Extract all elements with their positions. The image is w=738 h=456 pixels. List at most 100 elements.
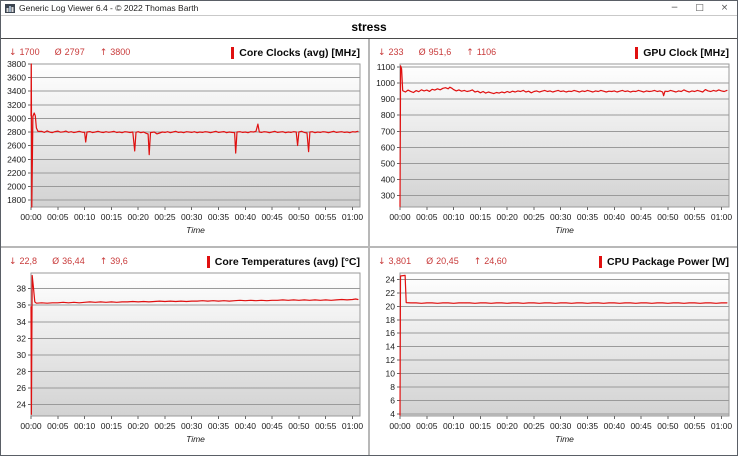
max-arrow-icon: ↑ — [473, 257, 482, 267]
svg-text:00:50: 00:50 — [657, 421, 679, 431]
svg-text:01:00: 01:00 — [342, 212, 364, 222]
stat-min: ↓ 1700 — [9, 47, 40, 58]
chart-header: ↓ 1700 Ø 2797 ↑ 3800 Core Clocks (avg) [MHz… — [1, 39, 368, 61]
svg-text:2600: 2600 — [7, 141, 26, 151]
stat-avg: Ø 951,6 — [418, 47, 452, 58]
plot-area-cpu-package-power[interactable]: 4 6 8 10 12 14 16 18 20 22 24 00:00 00:05 00:10 00:15 0… — [370, 270, 737, 453]
svg-text:00:00: 00:00 — [20, 212, 42, 222]
svg-text:00:30: 00:30 — [550, 421, 572, 431]
max-arrow-icon: ↑ — [99, 48, 108, 58]
svg-text:400: 400 — [381, 175, 395, 185]
svg-text:00:40: 00:40 — [604, 421, 626, 431]
svg-text:1800: 1800 — [7, 195, 26, 205]
svg-text:3800: 3800 — [7, 61, 26, 69]
svg-text:00:45: 00:45 — [261, 421, 283, 431]
svg-text:28: 28 — [17, 366, 27, 376]
max-arrow-icon: ↑ — [466, 48, 474, 58]
svg-text:1000: 1000 — [376, 78, 395, 88]
plot-area-core-clocks[interactable]: 1800 2000 2200 2400 2600 2800 3000 3200 3400 3600… — [1, 61, 368, 244]
maximize-button-icon[interactable]: □ — [695, 3, 704, 13]
svg-text:00:15: 00:15 — [101, 421, 123, 431]
avg-symbol-icon: Ø — [418, 48, 426, 58]
svg-text:3600: 3600 — [7, 73, 26, 83]
svg-text:00:25: 00:25 — [154, 212, 176, 222]
svg-text:26: 26 — [17, 383, 27, 393]
stat-max: ↑ 1106 — [466, 47, 497, 58]
min-arrow-icon: ↓ — [378, 48, 386, 58]
svg-text:300: 300 — [381, 191, 395, 201]
stat-max: ↑ 3800 — [99, 47, 131, 58]
svg-text:4: 4 — [390, 409, 395, 419]
chart-title: Core Temperatures (avg) [°C] — [214, 255, 360, 268]
stat-avg: Ø 36,44 — [52, 256, 85, 267]
stat-max: ↑ 39,6 — [99, 256, 128, 267]
avg-symbol-icon: Ø — [426, 257, 434, 267]
svg-text:34: 34 — [17, 317, 27, 327]
svg-text:00:55: 00:55 — [684, 421, 706, 431]
svg-text:00:40: 00:40 — [235, 212, 257, 222]
stat-min: ↓ 233 — [378, 47, 404, 58]
svg-text:Time: Time — [186, 225, 205, 235]
close-button-icon[interactable]: × — [720, 3, 729, 13]
svg-text:00:55: 00:55 — [315, 212, 337, 222]
svg-text:00:35: 00:35 — [577, 421, 599, 431]
svg-text:00:25: 00:25 — [523, 421, 545, 431]
svg-text:3200: 3200 — [7, 100, 26, 110]
max-arrow-icon: ↑ — [99, 257, 108, 267]
window-controls: − □ × — [662, 1, 737, 15]
svg-text:600: 600 — [381, 142, 395, 152]
chart-legend: GPU Clock [MHz] — [635, 46, 729, 59]
chart-legend: Core Clocks (avg) [MHz] — [231, 46, 360, 59]
minimize-button-icon[interactable]: − — [670, 3, 679, 13]
chart-grid: ↓ 1700 Ø 2797 ↑ 3800 Core Clocks (avg) [MHz… — [1, 39, 737, 455]
stat-min: ↓ 22,8 — [9, 256, 38, 267]
svg-text:00:30: 00:30 — [181, 212, 203, 222]
svg-text:00:20: 00:20 — [497, 421, 519, 431]
svg-text:800: 800 — [381, 110, 395, 120]
svg-text:00:00: 00:00 — [389, 212, 411, 222]
svg-text:3000: 3000 — [7, 114, 26, 124]
series-color-bar-icon — [231, 46, 235, 59]
svg-text:18: 18 — [386, 315, 396, 325]
svg-text:00:35: 00:35 — [208, 421, 230, 431]
window-title: Generic Log Viewer 6.4 - © 2022 Thomas B… — [19, 3, 199, 13]
stat-avg: Ø 2797 — [54, 47, 85, 58]
svg-text:01:00: 01:00 — [711, 212, 733, 222]
chart-stats: ↓ 1700 Ø 2797 ↑ 3800 — [9, 47, 130, 58]
svg-text:14: 14 — [386, 342, 396, 352]
svg-text:00:55: 00:55 — [684, 212, 706, 222]
chart-header: ↓ 3,801 Ø 20,45 ↑ 24,60 CPU Package Power [… — [370, 248, 737, 270]
svg-text:00:45: 00:45 — [261, 212, 283, 222]
min-arrow-icon: ↓ — [378, 257, 386, 267]
svg-text:22: 22 — [386, 288, 396, 298]
svg-text:00:30: 00:30 — [550, 212, 572, 222]
svg-text:8: 8 — [390, 382, 395, 392]
plot-area-core-temperatures[interactable]: 24 26 28 30 32 34 36 38 00:00 00:05 00:10 00:15 00:2… — [1, 270, 368, 453]
svg-text:10: 10 — [386, 369, 396, 379]
svg-text:2800: 2800 — [7, 127, 26, 137]
svg-text:01:00: 01:00 — [342, 421, 364, 431]
svg-text:500: 500 — [381, 159, 395, 169]
series-color-bar-icon — [206, 255, 210, 268]
svg-text:00:10: 00:10 — [443, 212, 465, 222]
svg-text:Time: Time — [555, 434, 574, 444]
stat-avg: Ø 20,45 — [426, 256, 459, 267]
svg-text:Time: Time — [186, 434, 205, 444]
svg-text:00:20: 00:20 — [497, 212, 519, 222]
chart-panel-cpu-package-power: ↓ 3,801 Ø 20,45 ↑ 24,60 CPU Package Power [… — [370, 248, 737, 455]
svg-text:00:20: 00:20 — [128, 212, 150, 222]
svg-text:38: 38 — [17, 284, 27, 294]
title-bar[interactable]: Generic Log Viewer 6.4 - © 2022 Thomas B… — [1, 1, 737, 16]
svg-text:24: 24 — [386, 274, 396, 284]
chart-legend: CPU Package Power [W] — [599, 255, 729, 268]
svg-text:00:50: 00:50 — [657, 212, 679, 222]
avg-symbol-icon: Ø — [54, 48, 62, 58]
svg-text:6: 6 — [390, 396, 395, 406]
svg-text:00:40: 00:40 — [604, 212, 626, 222]
chart-stats: ↓ 22,8 Ø 36,44 ↑ 39,6 — [9, 256, 128, 267]
svg-text:00:55: 00:55 — [315, 421, 337, 431]
svg-text:Time: Time — [555, 225, 574, 235]
chart-stats: ↓ 3,801 Ø 20,45 ↑ 24,60 — [378, 256, 507, 267]
plot-area-gpu-clock[interactable]: 300 400 500 600 700 800 900 1000 1100 00:00 00:05 0… — [370, 61, 737, 244]
